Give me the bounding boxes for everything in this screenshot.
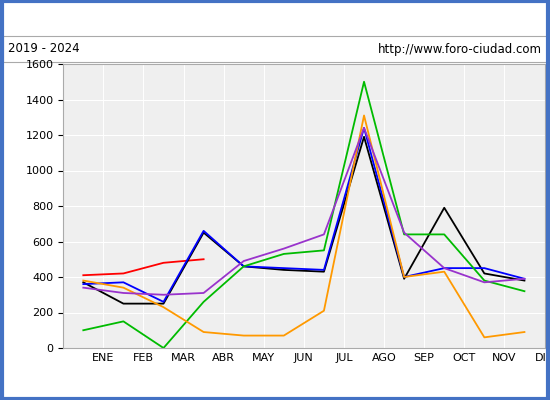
Text: 2019 - 2024: 2019 - 2024 xyxy=(8,42,80,56)
Text: Evolucion Nº Turistas Nacionales en el municipio de Oseja de Sajambre: Evolucion Nº Turistas Nacionales en el m… xyxy=(28,11,522,25)
Text: http://www.foro-ciudad.com: http://www.foro-ciudad.com xyxy=(378,42,542,56)
